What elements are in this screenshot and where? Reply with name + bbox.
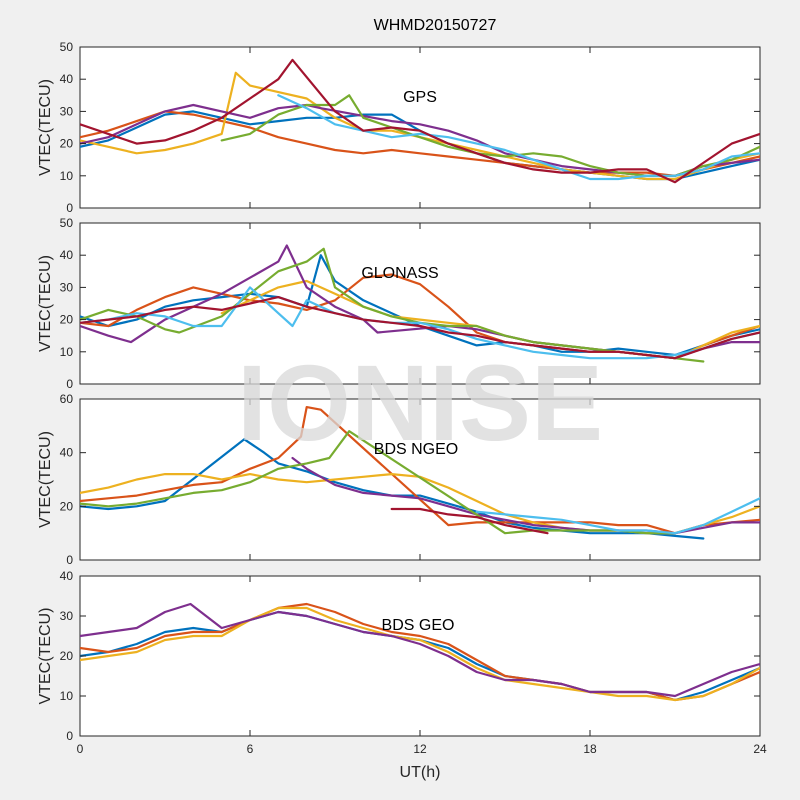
vtec-trace-4 — [80, 602, 760, 698]
panel-label: BDS NGEO — [374, 441, 458, 458]
y-tick-label: 0 — [66, 377, 73, 391]
y-tick-label: 0 — [66, 201, 73, 215]
y-tick-label: 30 — [60, 609, 74, 623]
vtec-trace-6 — [475, 497, 760, 535]
vtec-trace-2 — [80, 110, 760, 177]
series-group — [80, 602, 760, 702]
plot-area — [79, 575, 761, 737]
vtec-trace-7 — [80, 296, 760, 360]
y-tick-label: 10 — [60, 689, 74, 703]
x-tick-label: 24 — [753, 742, 767, 756]
watermark-text: IONISE — [237, 342, 603, 463]
figure-title: WHMD20150727 — [374, 17, 497, 34]
panel-label: GLONASS — [361, 265, 438, 282]
y-tick-label: 30 — [60, 104, 74, 118]
series-group — [80, 406, 760, 540]
y-tick-label: 10 — [60, 345, 74, 359]
y-tick-label: 20 — [60, 137, 74, 151]
series-group — [80, 244, 760, 363]
x-tick-label: 0 — [77, 742, 84, 756]
y-tick-label: 40 — [60, 569, 74, 583]
vtec-trace-3 — [80, 606, 760, 702]
panel-label: GPS — [403, 89, 437, 106]
vtec-trace-5 — [80, 430, 677, 535]
y-tick-label: 40 — [60, 72, 74, 86]
y-tick-label: 10 — [60, 169, 74, 183]
y-tick-label: 50 — [60, 40, 74, 54]
y-tick-label: 50 — [60, 216, 74, 230]
y-tick-label: 20 — [60, 313, 74, 327]
vtec-trace-6 — [277, 94, 760, 181]
y-tick-label: 40 — [60, 248, 74, 262]
y-tick-label: 30 — [60, 280, 74, 294]
x-axis-label: UT(h) — [400, 764, 441, 781]
y-axis-label: VTEC(TECU) — [37, 79, 54, 176]
panel-glonass: 0 10 20 30 40 50 VTEC(TECU) GLONASS — [37, 216, 761, 391]
panel-gps: 0 10 20 30 40 50 VTEC(TECU) GPS — [37, 40, 761, 215]
vtec-trace-5 — [80, 247, 705, 363]
panel-label: BDS GEO — [382, 617, 455, 634]
y-tick-label: 20 — [60, 649, 74, 663]
y-tick-label: 0 — [66, 729, 73, 743]
panel-bds-ngeo: 0 20 40 60 VTEC(TECU) BDS NGEO — [37, 392, 761, 567]
vtec-trace-7 — [80, 58, 760, 184]
y-tick-label: 20 — [60, 499, 74, 513]
y-axis-label: VTEC(TECU) — [37, 255, 54, 352]
plot-area — [79, 46, 761, 209]
vtec-trace-6 — [80, 286, 760, 360]
y-axis-label: VTEC(TECU) — [37, 431, 54, 528]
series-group — [80, 58, 760, 184]
x-tick-label: 6 — [247, 742, 254, 756]
y-tick-label: 60 — [60, 392, 74, 406]
x-tick-label: 18 — [583, 742, 597, 756]
vtec-trace-1 — [80, 438, 705, 540]
x-tick-label: 12 — [413, 742, 427, 756]
vtec-trace-3 — [80, 71, 760, 181]
vtec-trace-2 — [80, 406, 760, 535]
panels: 0 10 20 30 40 50 VTEC(TECU) GPS 0 10 20 30 40 50 VTEC(… — [37, 40, 767, 756]
panel-bds-geo: 0 10 20 30 40 0 6 12 18 24 VTEC(TECU) BDS GEO — [37, 569, 767, 756]
vtec-trace-7 — [390, 507, 549, 535]
y-axis-label: VTEC(TECU) — [37, 608, 54, 705]
y-tick-label: 40 — [60, 446, 74, 460]
y-tick-label: 0 — [66, 553, 73, 567]
